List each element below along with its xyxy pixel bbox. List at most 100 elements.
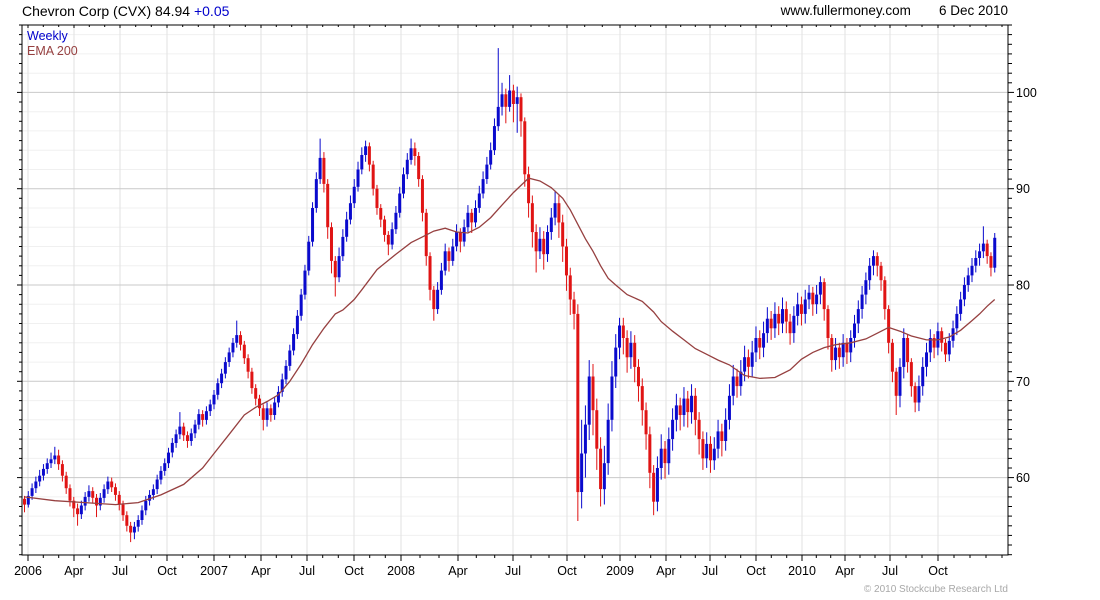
x-axis-label: Jul [299,564,315,578]
x-axis-label: Jul [505,564,521,578]
x-axis-label: Oct [746,564,766,578]
candle-body [803,299,807,314]
candle-body [140,510,144,520]
y-axis-label: 70 [1016,375,1030,389]
candle-body [60,464,64,476]
candle-body [49,459,53,464]
candle-body [754,338,758,353]
candle-body [610,376,614,420]
candle-body [394,212,398,230]
candle-body [136,520,140,527]
candle-body [413,148,417,156]
x-axis-label: Oct [157,564,177,578]
candle-body [894,371,898,396]
candle-body [826,309,830,338]
candle-body [360,155,364,170]
candle-body [227,352,231,362]
candle-body [739,371,743,387]
candle-body [746,357,750,367]
candle-body [959,299,963,314]
candle-body [402,174,405,194]
candle-body [879,265,883,281]
candle-body [557,203,561,223]
website-link[interactable]: www.fullermoney.com [780,3,911,18]
candle-body [970,265,974,276]
candle-body [481,179,485,194]
candle-body [125,515,129,526]
candle-body [113,487,117,495]
header-right: www.fullermoney.com 6 Dec 2010 [781,3,1008,18]
x-axis-label: 2010 [788,564,816,578]
candle-body [41,468,45,476]
grid-major [22,91,1008,479]
candle-body [818,282,822,295]
x-axis-label: Oct [344,564,364,578]
y-axis: 100 90 80 70 60 [17,24,1037,556]
candle-body [364,146,368,155]
candle-body [705,443,709,459]
copyright-notice: © 2010 Stockcube Research Ltd [863,584,1008,595]
candle-body [201,414,205,420]
candle-body [451,246,455,261]
candle-body [144,500,148,511]
candle-body [110,481,114,488]
candle-body [947,340,951,355]
candle-body [333,260,337,278]
candle-body [807,292,811,300]
candle-body [189,433,193,441]
price-change: +0.05 [193,3,230,19]
candle-body [496,106,500,127]
candle-body [462,227,466,242]
legend-ema-200: EMA 200 [27,44,78,58]
candle-body [276,391,280,403]
candle-body [940,331,944,343]
candle-body [508,90,512,107]
candle-body [129,525,133,533]
candle-body [602,463,606,490]
candle-body [955,313,959,329]
x-axis-label: 2006 [14,564,42,578]
candle-body [849,338,853,353]
candle-body [91,491,95,498]
title-bar: Chevron Corp (CVX) 84.94 +0.05 www.fulle… [0,0,1100,22]
candle-body [572,299,576,314]
candle-body [909,362,913,387]
y-axis-label: 100 [1016,86,1037,100]
candle-body [208,404,212,412]
instrument-title: Chevron Corp (CVX) 84.94 [22,3,191,19]
candle-body [765,318,769,334]
candle-body [151,489,155,495]
candle-body [928,338,932,353]
candle-body [23,498,26,505]
candle-body [731,376,735,396]
candle-body [337,256,341,278]
candle-body [708,443,712,461]
x-axis-label: Oct [557,564,577,578]
x-axis-label: 2007 [200,564,228,578]
candle-body [106,481,110,490]
candle-body [386,234,390,245]
candle-body [26,495,30,505]
candle-body [633,342,637,367]
candle-body [898,366,902,396]
candle-body [76,508,80,515]
candle-body [546,232,550,255]
candle-body [640,386,644,411]
candle-body [303,270,307,295]
candle-body [64,475,68,489]
candle-wick [497,48,499,131]
x-axis-label: Jul [112,564,128,578]
candle-body [348,203,352,220]
candle-body [246,358,250,372]
candle-body [443,251,447,271]
candle-body [405,159,409,175]
x-axis: 2006 Apr Jul Oct 2007 Apr Jul Oct 2008 Apr Jul Oct 2… [14,25,1003,578]
candle-body [83,496,87,506]
candle-body [257,398,261,409]
candle-body [231,342,235,353]
candle-body [932,338,936,348]
candle-body [322,157,326,184]
candle-body [68,488,72,501]
candle-body [492,126,496,151]
